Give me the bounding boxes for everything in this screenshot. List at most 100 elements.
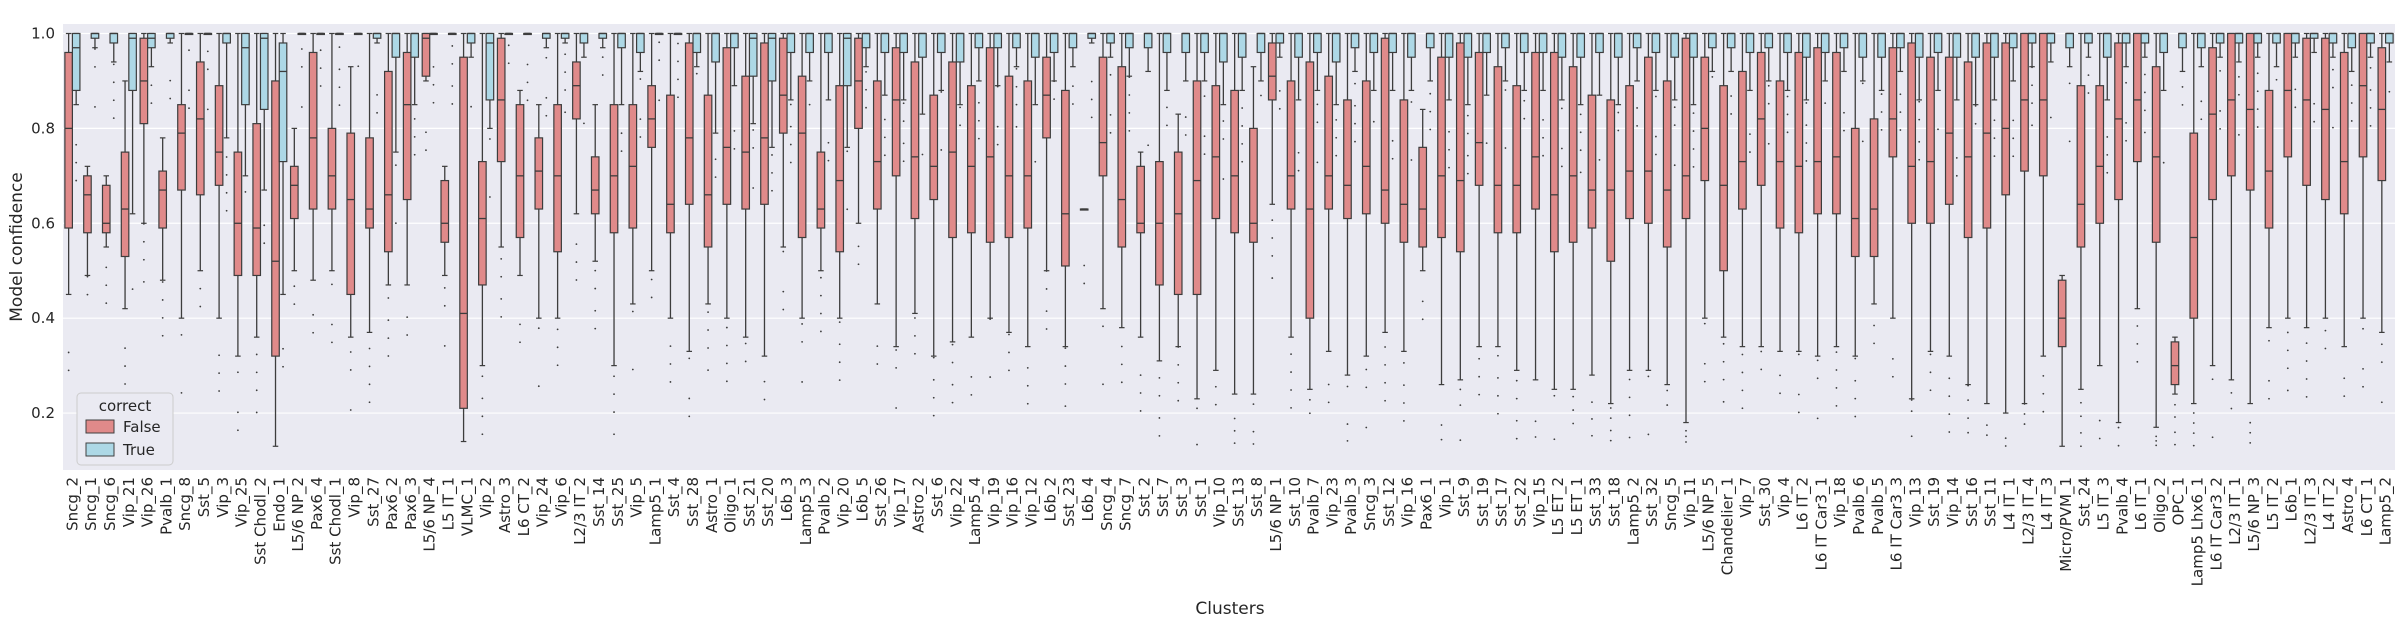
flier-point <box>1628 378 1631 381</box>
box-true <box>485 32 495 198</box>
flier-point <box>1741 389 1744 392</box>
flier-point <box>1158 394 1161 397</box>
flier-point <box>237 429 239 432</box>
flier-point <box>1346 423 1349 425</box>
x-tick-label: Pvalb_2 <box>816 477 835 535</box>
box-true <box>2027 32 2037 127</box>
flier-point <box>94 65 96 68</box>
flier-point <box>838 361 841 364</box>
box-false <box>252 32 262 414</box>
box-iqr <box>327 127 337 210</box>
flier-point <box>2249 421 2252 424</box>
box-iqr <box>2095 85 2105 224</box>
box-iqr <box>647 85 657 148</box>
box-false <box>2227 32 2236 410</box>
box-true <box>2384 32 2394 93</box>
flier-point <box>263 224 266 227</box>
flier-point <box>1290 389 1292 391</box>
box-iqr <box>2121 32 2131 44</box>
flier-point <box>526 99 529 102</box>
box-true <box>2328 32 2338 129</box>
flier-point <box>695 72 698 75</box>
flier-point <box>801 381 803 383</box>
box-true <box>786 32 796 164</box>
flier-point <box>1636 107 1638 109</box>
flier-point <box>2256 90 2259 93</box>
flier-point <box>1346 439 1349 442</box>
flier-point <box>1986 434 1988 437</box>
box-false <box>647 32 657 299</box>
box-true <box>259 32 269 245</box>
flier-point <box>1722 378 1725 381</box>
flier-point <box>2230 407 2233 410</box>
flier-point <box>2098 437 2101 440</box>
flier-point <box>1929 371 1932 374</box>
box-false <box>1568 32 1578 425</box>
flier-point <box>1064 405 1067 408</box>
flier-point <box>902 120 905 123</box>
flier-point <box>669 363 672 365</box>
box-true <box>1313 32 1322 164</box>
flier-point <box>1109 73 1112 76</box>
flier-point <box>977 101 980 104</box>
flier-point <box>575 243 578 246</box>
flier-point <box>1064 383 1067 385</box>
flier-point <box>1260 94 1262 97</box>
x-tick-label: Sst_22 <box>1512 477 1531 527</box>
flier-point <box>451 103 454 105</box>
flier-point <box>846 208 849 211</box>
box-iqr <box>1023 80 1033 229</box>
box-true <box>1519 32 1529 120</box>
flier-point <box>1553 438 1556 441</box>
box-iqr <box>1343 99 1352 220</box>
flier-point <box>789 103 792 106</box>
flier-point <box>970 376 973 378</box>
flier-point <box>1072 85 1074 88</box>
box-iqr <box>1700 56 1710 182</box>
flier-point <box>331 283 333 286</box>
box-iqr <box>1625 85 1634 220</box>
box-iqr <box>308 51 318 210</box>
box-iqr <box>2189 132 2199 319</box>
flier-point <box>1636 124 1638 127</box>
flier-point <box>1316 103 1319 106</box>
flier-point <box>1767 102 1770 105</box>
flier-point <box>188 89 190 92</box>
flier-point <box>75 161 78 164</box>
box-iqr <box>289 165 299 220</box>
box-iqr <box>2038 32 2048 177</box>
box-true <box>1181 32 1191 136</box>
x-tick-label: Sncg_7 <box>1117 477 1136 531</box>
box-false <box>1324 32 1334 404</box>
box-true <box>1576 32 1586 174</box>
y-tick-label: 0.2 <box>31 404 55 422</box>
flier-point <box>1692 112 1695 115</box>
x-tick-label: L6 CT_2 <box>515 477 534 536</box>
flier-point <box>507 44 510 47</box>
box-false <box>910 32 920 355</box>
x-tick-label: Vip_16 <box>1399 477 1418 527</box>
box-iqr <box>158 170 168 229</box>
box-iqr <box>1098 56 1108 177</box>
flier-point <box>255 411 258 414</box>
x-tick-label: VLMC_1 <box>458 477 477 536</box>
flier-point <box>1384 381 1386 384</box>
flier-point <box>827 159 830 162</box>
flier-point <box>331 323 333 326</box>
box-true <box>1707 32 1717 78</box>
flier-point <box>1290 353 1292 356</box>
flier-point <box>1064 347 1067 350</box>
flier-point <box>124 347 126 350</box>
flier-point <box>1222 120 1225 122</box>
box-false <box>2358 32 2368 388</box>
box-false <box>289 127 299 306</box>
box-true <box>71 32 81 182</box>
box-iqr <box>1117 66 1127 248</box>
box-true <box>128 32 137 290</box>
flier-point <box>2031 124 2033 127</box>
box-true <box>2065 32 2075 143</box>
flier-point <box>601 74 604 76</box>
flier-point <box>1297 169 1300 172</box>
flier-point <box>1628 414 1631 417</box>
flier-point <box>1354 140 1356 143</box>
